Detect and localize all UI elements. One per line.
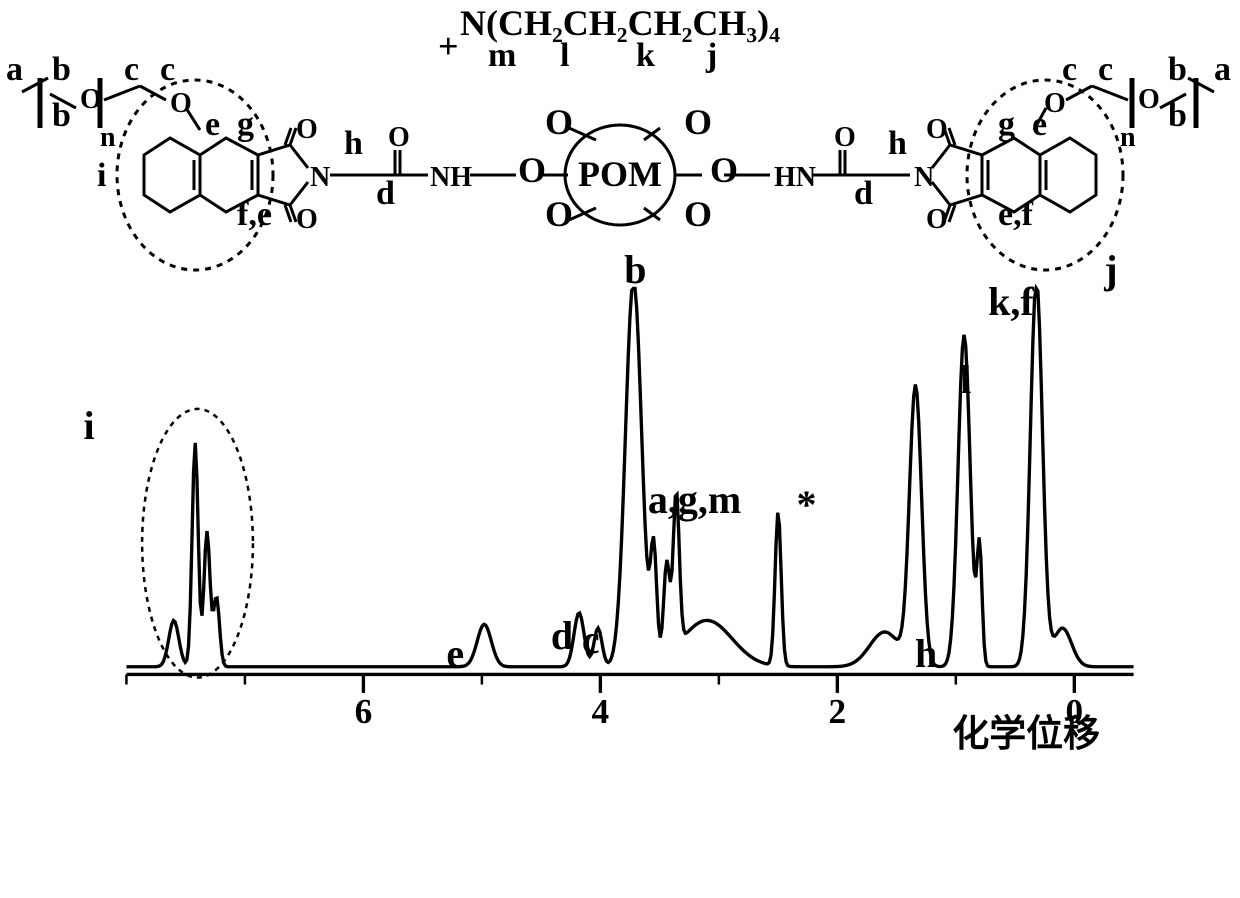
svg-text:c: c bbox=[1098, 51, 1113, 88]
peak-label-: * bbox=[796, 481, 816, 528]
svg-text:h: h bbox=[888, 125, 907, 162]
svg-text:d: d bbox=[854, 175, 873, 212]
peak-label-i: i bbox=[84, 402, 95, 449]
letter-j: j bbox=[705, 37, 717, 74]
svg-text:4: 4 bbox=[592, 692, 610, 731]
svg-text:O: O bbox=[545, 102, 573, 142]
svg-text:c: c bbox=[1062, 51, 1077, 88]
peak-label-d: d bbox=[551, 612, 573, 659]
svg-text:f,e: f,e bbox=[237, 196, 272, 233]
cation-plus: + bbox=[438, 26, 459, 66]
peak-label-e: e bbox=[446, 630, 464, 677]
svg-text:HN: HN bbox=[774, 162, 816, 193]
pom-label: POM bbox=[578, 154, 662, 194]
peak-label-j: j bbox=[1104, 246, 1117, 293]
svg-text:O: O bbox=[296, 114, 318, 145]
chemical-structure: N(CH₂CH₂CH₂CH₃)₄ + m l k j POM OO OO OO … bbox=[0, 0, 1240, 280]
svg-text:NH: NH bbox=[430, 162, 472, 193]
svg-text:O: O bbox=[1138, 84, 1160, 115]
peak-label-h: h bbox=[915, 630, 937, 677]
peak-label-c: c bbox=[582, 616, 600, 663]
left-linker: NH O d h N O O i bbox=[97, 80, 516, 270]
peg-right: a b O b n c c O bbox=[1034, 51, 1231, 153]
svg-text:g: g bbox=[998, 106, 1015, 143]
svg-text:n: n bbox=[1120, 122, 1136, 153]
svg-text:a: a bbox=[1214, 51, 1231, 88]
peak-label-kf: k,f bbox=[988, 278, 1034, 325]
peak-label-b: b bbox=[624, 246, 646, 293]
svg-text:e: e bbox=[205, 106, 220, 143]
svg-text:O: O bbox=[545, 194, 573, 234]
peak-label-agm: a,g,m bbox=[648, 476, 741, 523]
svg-text:b: b bbox=[1168, 51, 1187, 88]
svg-text:n: n bbox=[100, 122, 116, 153]
svg-text:d: d bbox=[376, 175, 395, 212]
svg-text:O: O bbox=[1044, 88, 1066, 119]
letter-k: k bbox=[636, 37, 655, 74]
svg-text:g: g bbox=[237, 106, 254, 143]
svg-text:e,f: e,f bbox=[998, 196, 1034, 233]
svg-text:O: O bbox=[518, 150, 546, 190]
svg-text:b: b bbox=[52, 97, 71, 134]
svg-text:b: b bbox=[52, 51, 71, 88]
svg-text:O: O bbox=[684, 194, 712, 234]
svg-text:O: O bbox=[834, 122, 856, 153]
nmr-spectrum: 0246 化学位移 bbox=[30, 280, 1230, 750]
svg-text:b: b bbox=[1168, 97, 1187, 134]
svg-text:6: 6 bbox=[355, 692, 373, 731]
x-axis-title: 化学位移 bbox=[952, 713, 1100, 750]
svg-text:O: O bbox=[684, 102, 712, 142]
svg-text:c: c bbox=[124, 51, 139, 88]
svg-text:O: O bbox=[296, 204, 318, 235]
figure-root: N(CH₂CH₂CH₂CH₃)₄ + m l k j POM OO OO OO … bbox=[0, 0, 1240, 898]
svg-text:O: O bbox=[710, 150, 738, 190]
svg-text:h: h bbox=[344, 125, 363, 162]
svg-text:N: N bbox=[310, 162, 330, 193]
letter-m: m bbox=[488, 37, 516, 74]
svg-text:c: c bbox=[160, 51, 175, 88]
svg-text:2: 2 bbox=[829, 692, 847, 731]
svg-text:O: O bbox=[388, 122, 410, 153]
letter-l: l bbox=[560, 37, 569, 74]
svg-text:a: a bbox=[6, 51, 23, 88]
peak-label-l: l bbox=[960, 356, 971, 403]
letter-i-left: i bbox=[97, 157, 106, 194]
